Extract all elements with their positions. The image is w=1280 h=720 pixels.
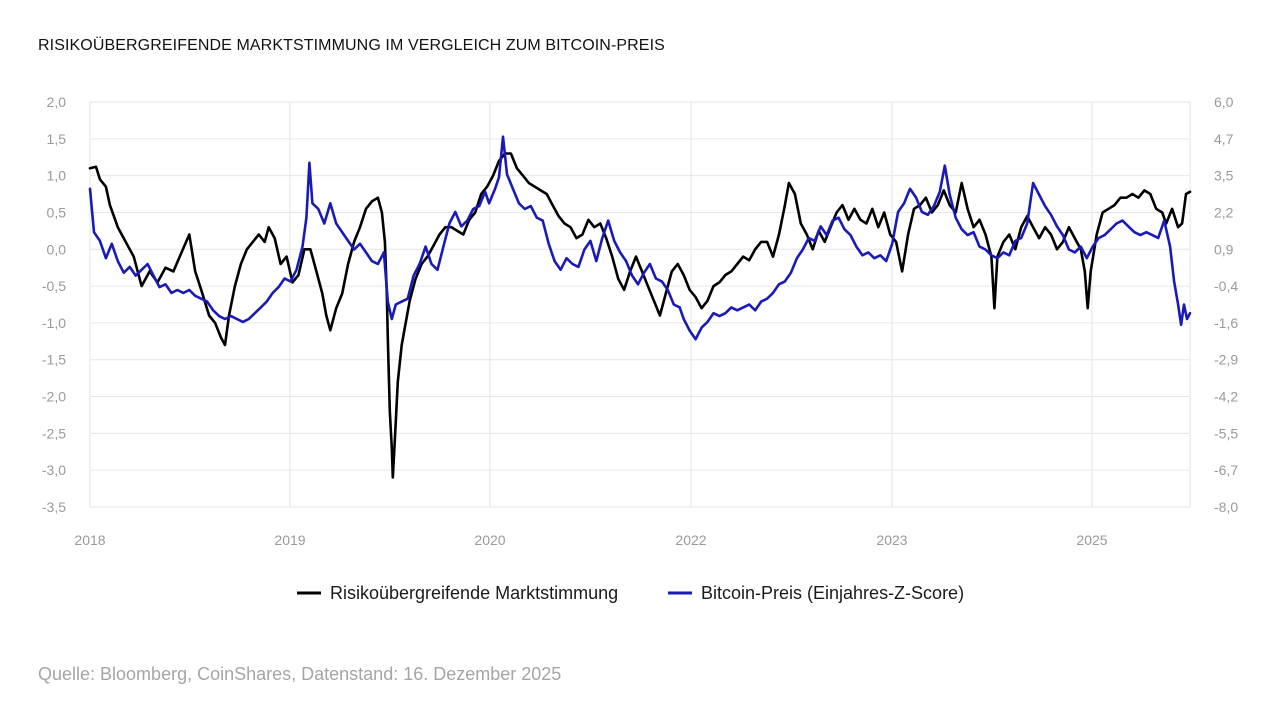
left-tick-label: 0,5 (47, 204, 67, 220)
right-tick-label: -4,2 (1214, 389, 1238, 405)
x-axis-tick-labels: 2018 2019 2020 2022 2023 2025 (74, 532, 1107, 548)
x-tick-label: 2019 (274, 532, 305, 548)
x-tick-label: 2023 (876, 532, 907, 548)
x-tick-label: 2018 (74, 532, 105, 548)
legend-label-2: Bitcoin-Preis (Einjahres-Z-Score) (701, 583, 964, 603)
series-line-2 (88, 135, 1192, 341)
right-tick-label: 6,0 (1214, 94, 1234, 110)
x-tick-label: 2020 (474, 532, 505, 548)
left-tick-label: -3,0 (42, 462, 66, 478)
series-line-1 (88, 152, 1192, 479)
right-tick-label: -5,5 (1214, 425, 1238, 441)
left-tick-label: -3,5 (42, 499, 66, 515)
left-tick-label: -2,5 (42, 425, 66, 441)
left-axis-tick-labels: 2,0 1,5 1,0 0,5 0,0 -0,5 -1,0 -1,5 -2,0 -2,5 -3,0 -… (42, 94, 66, 515)
right-tick-label: 0,9 (1214, 241, 1234, 257)
right-tick-label: -2,9 (1214, 352, 1238, 368)
left-tick-label: -1,5 (42, 352, 66, 368)
right-tick-label: -8,0 (1214, 499, 1238, 515)
left-tick-label: 0,0 (47, 241, 67, 257)
chart-title: RISIKOÜBERGREIFENDE MARKTSTIMMUNG IM VER… (38, 37, 665, 54)
legend-label-1: Risikoübergreifende Marktstimmung (330, 583, 618, 603)
x-tick-label: 2022 (675, 532, 706, 548)
source-note: Quelle: Bloomberg, CoinShares, Datenstan… (38, 664, 562, 684)
left-tick-label: 1,0 (47, 168, 67, 184)
left-tick-label: -1,0 (42, 315, 66, 331)
left-tick-label: 1,5 (47, 131, 67, 147)
left-tick-label: -2,0 (42, 389, 66, 405)
right-tick-label: -1,6 (1214, 315, 1238, 331)
x-tick-label: 2025 (1076, 532, 1107, 548)
left-tick-label: 2,0 (47, 94, 67, 110)
right-tick-label: -0,4 (1214, 278, 1238, 294)
right-axis-tick-labels: 6,0 4,7 3,5 2,2 0,9 -0,4 -1,6 -2,9 -4,2 -5,5 -6,7 -… (1214, 94, 1238, 515)
right-tick-label: 2,2 (1214, 204, 1234, 220)
left-tick-label: -0,5 (42, 278, 66, 294)
legend: Risikoübergreifende Marktstimmung Bitcoin… (297, 583, 964, 603)
right-tick-label: -6,7 (1214, 462, 1238, 478)
series-lines (88, 135, 1192, 479)
right-tick-label: 3,5 (1214, 168, 1234, 184)
vertical-gridlines (89, 102, 1191, 507)
right-tick-label: 4,7 (1214, 131, 1234, 147)
horizontal-gridlines (90, 101, 1190, 508)
